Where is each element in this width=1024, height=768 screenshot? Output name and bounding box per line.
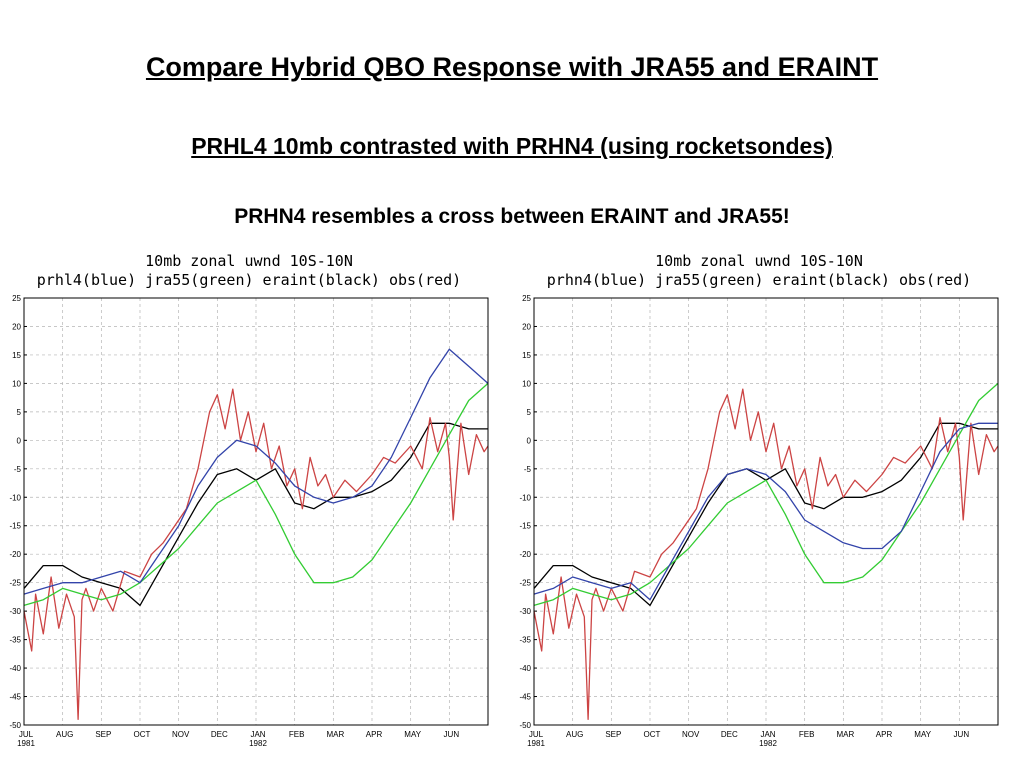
chart-legend-subtitle: prhn4(blue) jra55(green) eraint(black) o… — [547, 271, 971, 289]
y-tick-label: -25 — [519, 579, 531, 588]
x-tick-label: OCT — [644, 730, 661, 739]
x-year-label: 1981 — [17, 739, 35, 748]
series-line-obs — [23, 388, 489, 720]
chart-title: 10mb zonal uwnd 10S-10N — [655, 252, 863, 270]
x-tick-label: FEB — [799, 730, 815, 739]
y-tick-label: 20 — [12, 322, 21, 331]
x-tick-label: MAY — [914, 730, 931, 739]
y-tick-label: 10 — [522, 379, 531, 388]
y-tick-label: -35 — [9, 636, 21, 645]
chart-legend-subtitle: prhl4(blue) jra55(green) eraint(black) o… — [37, 271, 461, 289]
chart-prhn4-panel: 10mb zonal uwnd 10S-10N prhn4(blue) jra55… — [514, 244, 1004, 764]
y-tick-label: 25 — [522, 294, 531, 303]
x-year-label: 1982 — [759, 739, 777, 748]
x-tick-label: NOV — [682, 730, 700, 739]
x-tick-label: FEB — [289, 730, 305, 739]
y-tick-label: -25 — [9, 579, 21, 588]
y-tick-label: -45 — [519, 693, 531, 702]
x-tick-label: SEP — [95, 730, 111, 739]
y-tick-label: -30 — [519, 607, 531, 616]
y-tick-label: -50 — [9, 721, 21, 730]
y-tick-label: 15 — [12, 351, 21, 360]
x-tick-label: JAN — [760, 730, 775, 739]
slide-note: PRHN4 resembles a cross between ERAINT a… — [234, 205, 790, 228]
y-tick-label: -10 — [9, 493, 21, 502]
x-tick-label: DEC — [211, 730, 228, 739]
grid — [533, 297, 999, 726]
y-tick-label: 0 — [527, 436, 532, 445]
y-tick-label: 10 — [12, 379, 21, 388]
x-tick-label: APR — [366, 730, 383, 739]
grid — [23, 297, 489, 726]
y-tick-label: -5 — [14, 465, 22, 474]
y-tick-label: -40 — [9, 664, 21, 673]
x-tick-label: MAR — [836, 730, 854, 739]
y-tick-label: -10 — [519, 493, 531, 502]
x-tick-label: JAN — [250, 730, 265, 739]
x-tick-label: SEP — [605, 730, 621, 739]
chart-title: 10mb zonal uwnd 10S-10N — [145, 252, 353, 270]
y-tick-label: -20 — [9, 550, 21, 559]
chart-prhl4-panel: 10mb zonal uwnd 10S-10N prhl4(blue) jra55… — [4, 244, 494, 764]
y-tick-label: -30 — [9, 607, 21, 616]
series-line-jra55 — [533, 382, 999, 607]
series-line-prhl4 — [23, 348, 489, 595]
y-tick-label: -5 — [524, 465, 532, 474]
plot-frame — [23, 297, 489, 726]
series-line-prhn4 — [533, 422, 998, 601]
x-year-label: 1981 — [527, 739, 545, 748]
y-tick-label: -20 — [519, 550, 531, 559]
slide-subtitle: PRHL4 10mb contrasted with PRHN4 (using … — [191, 133, 833, 159]
x-tick-label: MAY — [404, 730, 421, 739]
y-tick-label: 15 — [522, 351, 531, 360]
y-tick-label: -35 — [519, 636, 531, 645]
y-tick-label: -40 — [519, 664, 531, 673]
series-line-obs — [533, 388, 999, 720]
x-tick-label: APR — [876, 730, 893, 739]
x-tick-label: JUL — [19, 730, 34, 739]
y-tick-label: -15 — [9, 522, 21, 531]
slide-title: Compare Hybrid QBO Response with JRA55 a… — [145, 52, 879, 82]
x-tick-label: AUG — [566, 730, 583, 739]
x-tick-label: MAR — [326, 730, 344, 739]
plot-frame — [533, 297, 999, 726]
x-tick-label: DEC — [721, 730, 738, 739]
y-tick-label: -50 — [519, 721, 531, 730]
x-tick-label: JUL — [529, 730, 544, 739]
x-tick-label: AUG — [56, 730, 73, 739]
x-tick-label: NOV — [172, 730, 190, 739]
y-tick-label: 5 — [17, 408, 22, 417]
x-tick-label: JUN — [954, 730, 970, 739]
y-tick-label: 0 — [17, 436, 22, 445]
x-tick-label: JUN — [444, 730, 460, 739]
series-line-jra55 — [23, 382, 489, 607]
y-tick-label: 20 — [522, 322, 531, 331]
y-tick-label: -15 — [519, 522, 531, 531]
y-tick-label: 5 — [527, 408, 532, 417]
y-tick-label: -45 — [9, 693, 21, 702]
y-tick-label: 25 — [12, 294, 21, 303]
x-tick-label: OCT — [134, 730, 151, 739]
x-year-label: 1982 — [249, 739, 267, 748]
